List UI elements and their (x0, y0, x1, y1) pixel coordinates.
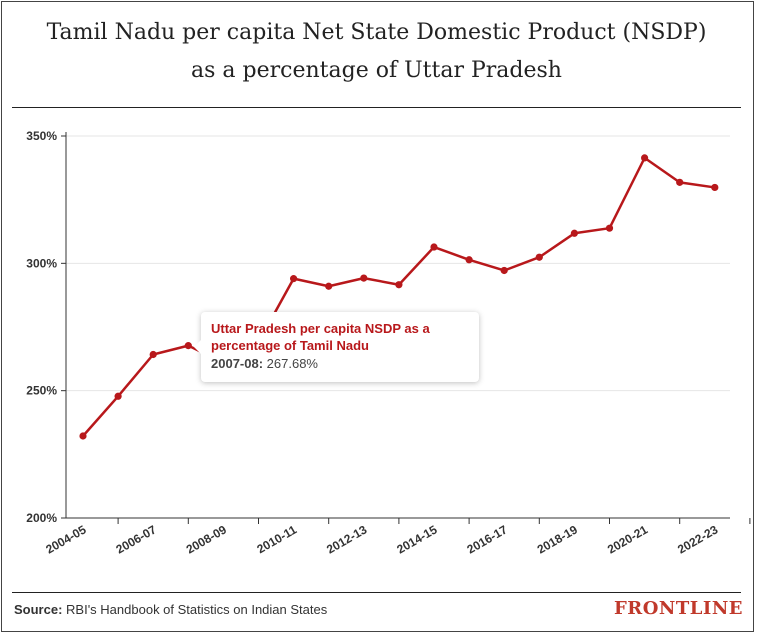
source-label: Source: (14, 602, 63, 617)
x-tick-label: 2012-13 (324, 522, 369, 556)
y-tick-label: 200% (26, 511, 57, 525)
data-tooltip: Uttar Pradesh per capita NSDP as a perce… (194, 312, 479, 382)
x-tick-label: 2020-21 (605, 522, 650, 556)
x-tick-label: 2014-15 (394, 522, 439, 556)
x-axis: 2004-05 2006-07 2008-09 2010-11 2012-13 2014-… (43, 517, 751, 557)
x-tick-label: 2016-17 (465, 522, 510, 556)
tooltip-category: 2007-08: (211, 356, 264, 371)
x-tick-label: 2010-11 (255, 522, 300, 556)
data-point (641, 154, 649, 162)
chart-title: Tamil Nadu per capita Net State Domestic… (0, 14, 753, 90)
data-point (465, 256, 473, 264)
title-divider (12, 107, 741, 108)
tooltip-value: 267.68% (266, 356, 318, 371)
series-group (79, 154, 719, 440)
footer-divider (12, 592, 741, 593)
source-note: Source: RBI's Handbook of Statistics on … (14, 602, 327, 617)
data-point (79, 432, 87, 440)
data-point (325, 282, 333, 290)
tooltip-series-name: Uttar Pradesh per capita NSDP as a perce… (211, 321, 430, 353)
data-point (605, 224, 614, 232)
x-tick-label: 2008-09 (184, 522, 229, 556)
y-axis: 200% 250% 300% 350% (26, 129, 67, 525)
tooltip-value-row: 2007-08: 267.68% (211, 355, 469, 373)
data-point (395, 281, 403, 289)
x-tick-label: 2004-05 (43, 522, 88, 556)
data-point (430, 243, 438, 251)
gridlines (66, 135, 730, 392)
series-line (82, 156, 715, 437)
x-tick-label: 2018-19 (535, 522, 580, 556)
y-tick-label: 350% (26, 129, 57, 143)
data-point (500, 266, 508, 275)
data-point (360, 274, 368, 282)
x-tick-label: 2022-23 (675, 522, 720, 556)
data-point (570, 229, 579, 237)
title-line-1: Tamil Nadu per capita Net State Domestic… (46, 20, 707, 45)
y-tick-label: 300% (26, 256, 57, 270)
data-point (149, 350, 157, 359)
data-point (184, 342, 192, 350)
data-point (711, 183, 719, 192)
brand-logo: FRONTLINE (613, 598, 743, 619)
title-line-2: as a percentage of Uttar Pradesh (191, 58, 562, 83)
data-point (535, 253, 543, 261)
y-tick-label: 250% (26, 384, 57, 398)
data-point (290, 275, 298, 283)
x-tick-label: 2006-07 (114, 522, 159, 556)
data-point (114, 392, 122, 400)
source-text: RBI's Handbook of Statistics on Indian S… (66, 602, 328, 617)
data-point (676, 178, 684, 186)
